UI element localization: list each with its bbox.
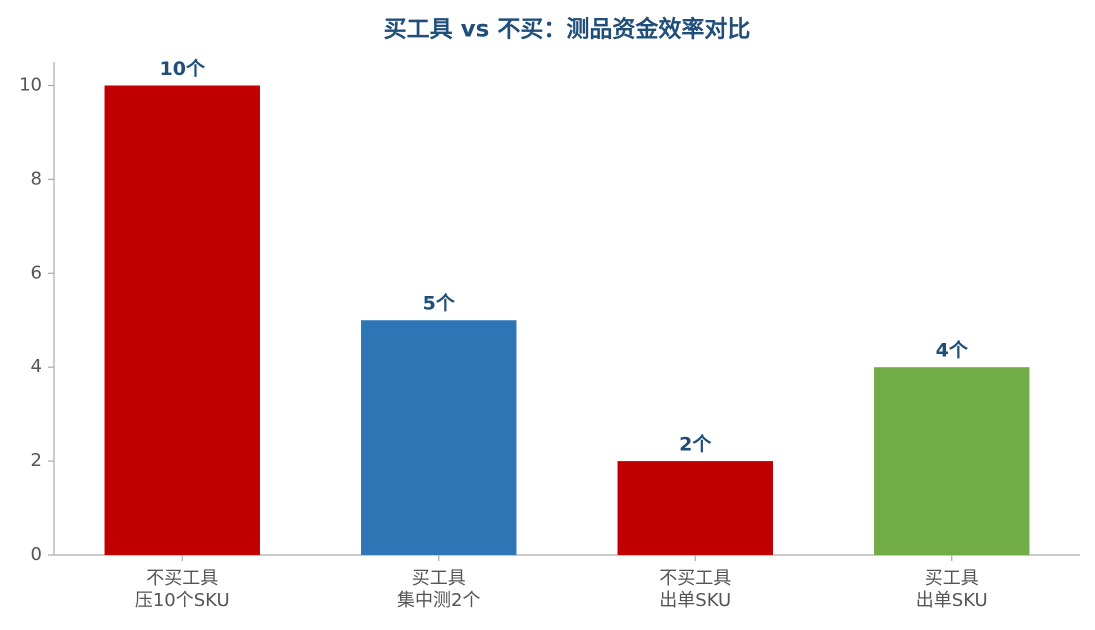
x-tick-label-line: 出单SKU <box>659 590 731 611</box>
x-tick-label-line: 不买工具 <box>659 568 731 589</box>
y-tick-label: 6 <box>31 262 42 283</box>
x-tick-label-line: 买工具 <box>412 568 466 589</box>
x-tick-label: 不买工具压10个SKU <box>135 568 230 611</box>
chart-title: 买工具 vs 不买：测品资金效率对比 <box>384 16 751 43</box>
x-tick-label: 买工具集中测2个 <box>397 568 480 611</box>
x-tick-label-line: 压10个SKU <box>135 590 230 611</box>
x-tick-label-line: 出单SKU <box>916 590 988 611</box>
y-tick-label: 10 <box>19 74 42 95</box>
y-tick-label: 0 <box>31 544 42 565</box>
x-tick-label-line: 集中测2个 <box>397 590 480 611</box>
x-tick-label: 买工具出单SKU <box>916 568 988 611</box>
value-label: 5个 <box>423 293 456 315</box>
bar <box>617 461 773 555</box>
value-label: 4个 <box>936 340 969 362</box>
bar <box>104 85 260 555</box>
x-tick-label: 不买工具出单SKU <box>659 568 731 611</box>
y-tick-label: 2 <box>31 450 42 471</box>
value-label: 10个 <box>160 58 206 80</box>
bar <box>361 320 517 555</box>
x-tick-label-line: 买工具 <box>925 568 979 589</box>
y-tick-label: 4 <box>31 356 42 377</box>
value-label: 2个 <box>679 434 712 456</box>
x-tick-label-line: 不买工具 <box>146 568 218 589</box>
bar <box>874 367 1030 555</box>
y-tick-label: 8 <box>31 168 42 189</box>
